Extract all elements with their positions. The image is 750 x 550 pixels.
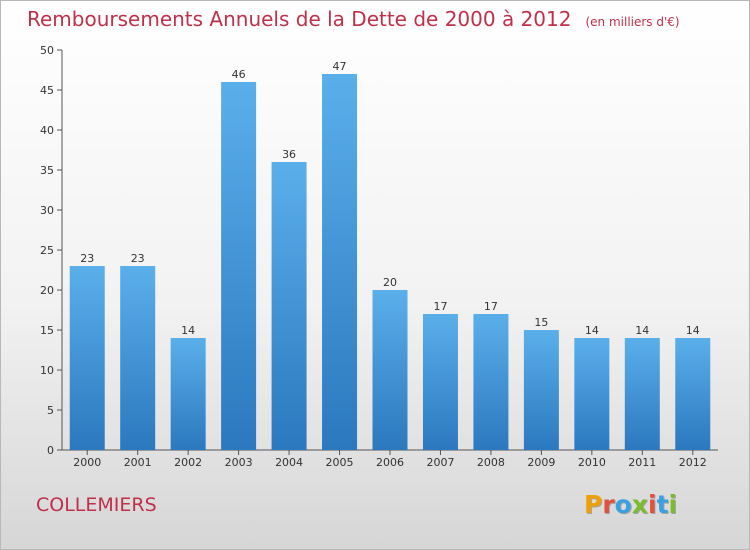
bar — [120, 266, 156, 450]
x-tick-label: 2005 — [326, 456, 354, 469]
data-label: 46 — [232, 68, 246, 81]
bar — [473, 314, 509, 450]
logo-letter: r — [602, 490, 615, 519]
y-tick-label: 50 — [40, 44, 54, 57]
bar — [69, 266, 105, 450]
logo-letter: o — [614, 490, 632, 519]
data-label: 14 — [585, 324, 599, 337]
y-tick-label: 5 — [47, 404, 54, 417]
data-label: 36 — [282, 148, 296, 161]
logo-letter: t — [656, 490, 669, 519]
logo-letter: i — [668, 490, 678, 519]
x-tick-label: 2007 — [426, 456, 454, 469]
x-tick-label: 2003 — [225, 456, 253, 469]
labels: 23 23 14 46 36 47 20 17 17 15 14 14 14 — [80, 60, 700, 337]
y-tick-label: 25 — [40, 244, 54, 257]
bar — [523, 330, 559, 450]
x-tick-label: 2012 — [679, 456, 707, 469]
y-tick-label: 30 — [40, 204, 54, 217]
data-label: 14 — [181, 324, 195, 337]
bar — [675, 338, 711, 450]
logo-letter: i — [648, 490, 657, 519]
bar — [574, 338, 610, 450]
proxiti-logo: Proxiti — [584, 490, 677, 519]
data-label: 17 — [433, 300, 447, 313]
data-label: 15 — [534, 316, 548, 329]
chart-title-text: Remboursements Annuels de la Dette de 20… — [27, 7, 572, 31]
x-tick-label: 2004 — [275, 456, 303, 469]
data-label: 17 — [484, 300, 498, 313]
data-label: 23 — [131, 252, 145, 265]
data-label: 23 — [80, 252, 94, 265]
data-label: 20 — [383, 276, 397, 289]
bar — [624, 338, 660, 450]
y-tick-label: 20 — [40, 284, 54, 297]
chart-title: Remboursements Annuels de la Dette de 20… — [27, 7, 680, 31]
y-tick-label: 0 — [47, 444, 54, 457]
x-tick-label: 2002 — [174, 456, 202, 469]
x-tick-label: 2000 — [73, 456, 101, 469]
bar — [322, 74, 358, 450]
bar — [372, 290, 408, 450]
x-tick-label: 2010 — [578, 456, 606, 469]
data-label: 14 — [686, 324, 700, 337]
bars — [69, 74, 711, 450]
x-tick-label: 2001 — [124, 456, 152, 469]
y-tick-label: 10 — [40, 364, 54, 377]
x-tick-label: 2008 — [477, 456, 505, 469]
y-tick-label: 15 — [40, 324, 54, 337]
data-label: 47 — [333, 60, 347, 73]
y-tick-label: 35 — [40, 164, 54, 177]
x-tick-label: 2011 — [628, 456, 656, 469]
chart-unit: (en milliers d'€) — [585, 15, 680, 29]
logo-letter: x — [631, 490, 648, 519]
bar — [170, 338, 206, 450]
x-tick-label: 2006 — [376, 456, 404, 469]
y-tick-label: 45 — [40, 84, 54, 97]
bar — [271, 162, 307, 450]
data-label: 14 — [635, 324, 649, 337]
logo-letter: P — [584, 490, 603, 519]
bar — [422, 314, 458, 450]
x-tick-label: 2009 — [527, 456, 555, 469]
bar — [221, 82, 257, 450]
y-tick-label: 40 — [40, 124, 54, 137]
town-name: COLLEMIERS — [36, 494, 157, 516]
